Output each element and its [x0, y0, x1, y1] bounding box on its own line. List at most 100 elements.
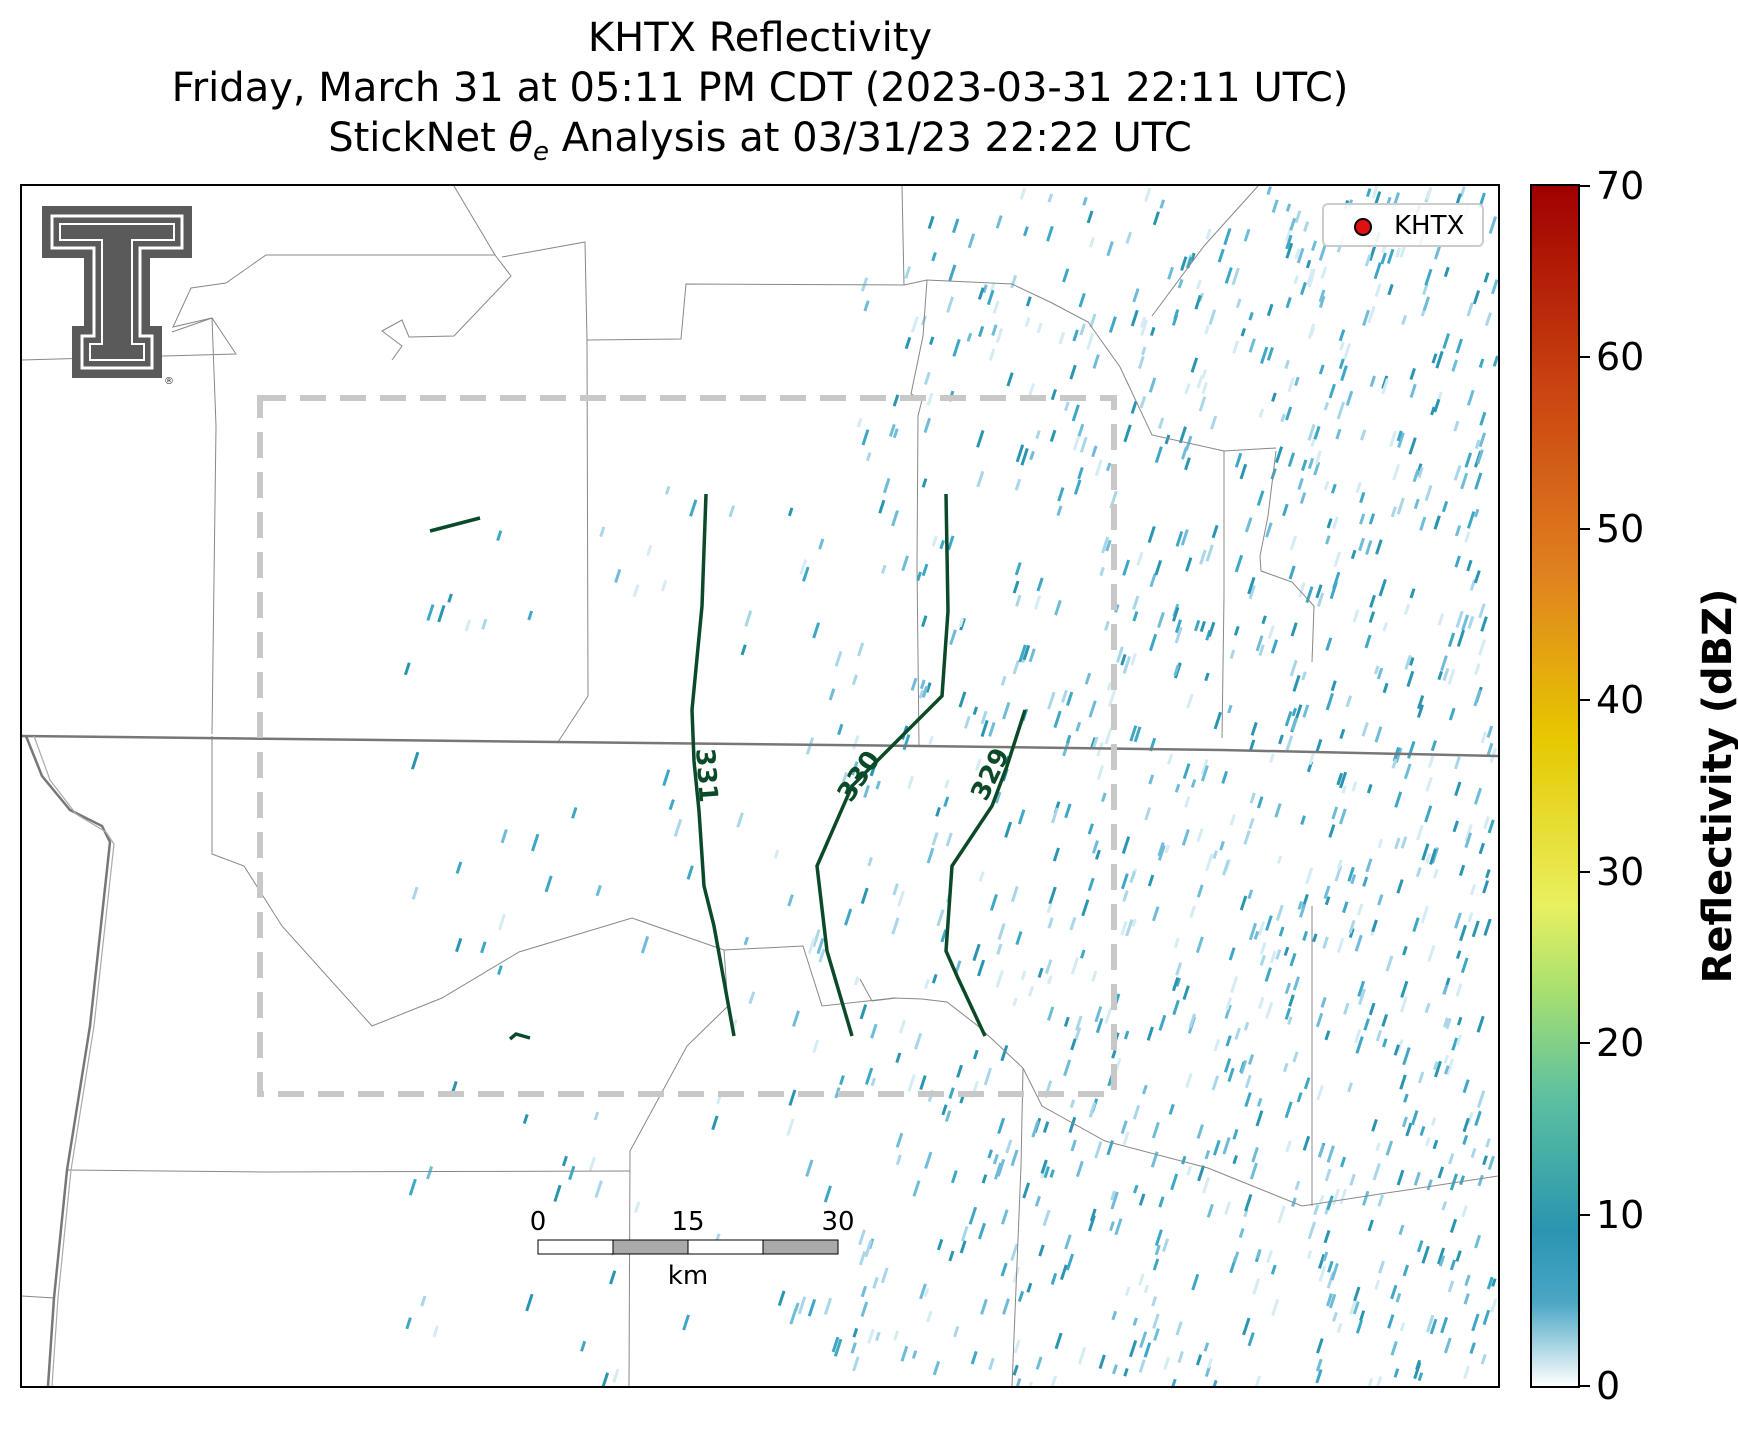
echo-pixel: [1365, 1378, 1374, 1386]
echo-pixel: [1232, 1251, 1240, 1263]
echo-pixel: [807, 1299, 817, 1317]
echo-pixel: [1289, 217, 1297, 231]
echo-pixel: [1150, 1151, 1159, 1168]
echo-pixel: [1227, 1067, 1235, 1083]
echo-pixel: [1028, 648, 1036, 663]
echo-pixel: [1129, 725, 1138, 742]
echo-pixel: [1275, 949, 1282, 960]
echo-pixel: [1340, 1156, 1347, 1168]
echo-pixel: [1399, 996, 1408, 1013]
map-panel[interactable]: 331 330 329 0 15 30 km: [20, 184, 1500, 1388]
echo-pixel: [1136, 551, 1144, 566]
echo-pixel: [1488, 216, 1498, 235]
echo-pixel: [1401, 1116, 1408, 1128]
echo-pixel: [1087, 1215, 1096, 1232]
echo-pixel: [1180, 529, 1189, 546]
echo-pixel: [1091, 736, 1099, 750]
echo-pixel: [455, 937, 463, 953]
echo-pixel: [995, 969, 1004, 988]
echo-pixel: [664, 486, 671, 495]
echo-pixel: [1463, 1365, 1471, 1380]
echo-pixel: [997, 1117, 1006, 1135]
echo-pixel: [919, 1283, 927, 1300]
echo-pixel: [1094, 1006, 1103, 1023]
echo-pixel: [1154, 560, 1163, 576]
echo-pixel: [1077, 423, 1085, 437]
echo-pixel: [736, 812, 744, 828]
echo-pixel: [1437, 1166, 1445, 1179]
echo-pixel: [1033, 595, 1042, 610]
echo-pixel: [1152, 211, 1160, 226]
echo-pixel: [1247, 1054, 1255, 1065]
echo-pixel: [1355, 481, 1362, 494]
echo-pixel: [1307, 1221, 1317, 1240]
echo-pixel: [869, 764, 877, 777]
echo-pixel: [1186, 693, 1194, 709]
echo-pixel: [1316, 1084, 1324, 1101]
echo-pixel: [1454, 781, 1462, 797]
echo-pixel: [1393, 1368, 1400, 1378]
echo-pixel: [1064, 803, 1072, 819]
echo-pixel: [936, 1238, 944, 1251]
echo-pixel: [1073, 479, 1082, 495]
echo-pixel: [895, 1052, 902, 1064]
echo-pixel: [1196, 828, 1204, 843]
echo-pixel: [1092, 354, 1100, 369]
echo-pixel: [1358, 988, 1366, 1006]
echo-pixel: [1476, 449, 1484, 465]
title-line-1: KHTX Reflectivity: [587, 15, 933, 61]
echo-pixel: [1381, 378, 1389, 395]
echo-pixel: [1445, 1017, 1452, 1030]
echo-pixel: [1211, 1379, 1218, 1386]
echo-pixel: [1341, 785, 1347, 794]
echo-pixel: [1443, 1054, 1450, 1064]
echo-pixel: [1285, 1140, 1292, 1153]
echo-pixel: [1123, 1368, 1129, 1377]
echo-pixel: [1451, 359, 1458, 372]
echo-pixel: [1056, 505, 1063, 517]
echo-pixel: [929, 336, 935, 346]
echo-pixel: [1015, 931, 1023, 946]
echo-pixel: [1181, 446, 1188, 460]
echo-pixel: [1483, 918, 1492, 936]
echo-pixel: [464, 619, 472, 632]
echo-pixel: [860, 887, 869, 905]
echo-pixel: [850, 1342, 857, 1354]
echo-pixel: [1291, 1197, 1297, 1207]
echo-pixel: [1485, 869, 1491, 879]
echo-pixel: [1211, 1075, 1220, 1091]
echo-pixel: [1482, 1155, 1488, 1166]
contour-330-line: [815, 493, 950, 1037]
echo-pixel: [914, 1032, 923, 1050]
echo-pixel: [1373, 191, 1382, 206]
echo-pixel: [1417, 1071, 1425, 1084]
echo-pixel: [1451, 1037, 1459, 1051]
echo-pixel: [1487, 1155, 1495, 1171]
echo-pixel: [748, 991, 756, 1005]
echo-pixel: [972, 1049, 979, 1060]
echo-pixel: [1174, 783, 1181, 793]
echo-pixel: [996, 943, 1003, 955]
echo-pixel: [1330, 483, 1337, 494]
echo-pixel: [1201, 369, 1207, 379]
echo-pixel: [1282, 503, 1289, 517]
echo-pixel: [1012, 997, 1018, 1007]
echo-pixel: [1054, 1332, 1063, 1350]
echo-pixel: [818, 948, 826, 963]
echo-pixel: [580, 1340, 587, 1352]
echo-pixel: [1376, 667, 1384, 680]
echo-pixel: [1138, 1193, 1146, 1206]
echo-pixel: [1422, 283, 1429, 296]
echo-pixel: [1455, 950, 1462, 960]
echo-pixel: [1075, 1015, 1083, 1031]
echo-pixel: [1253, 930, 1260, 940]
echo-pixel: [787, 507, 794, 517]
colorbar-tick-label: 40: [1596, 678, 1645, 723]
echo-pixel: [1051, 807, 1059, 824]
echo-pixel: [1094, 1141, 1103, 1159]
echo-pixel: [910, 677, 918, 691]
echo-pixel: [1476, 1015, 1485, 1033]
echo-pixel: [1441, 500, 1449, 513]
echo-pixel: [1459, 1175, 1465, 1186]
echo-pixel: [1200, 765, 1209, 782]
